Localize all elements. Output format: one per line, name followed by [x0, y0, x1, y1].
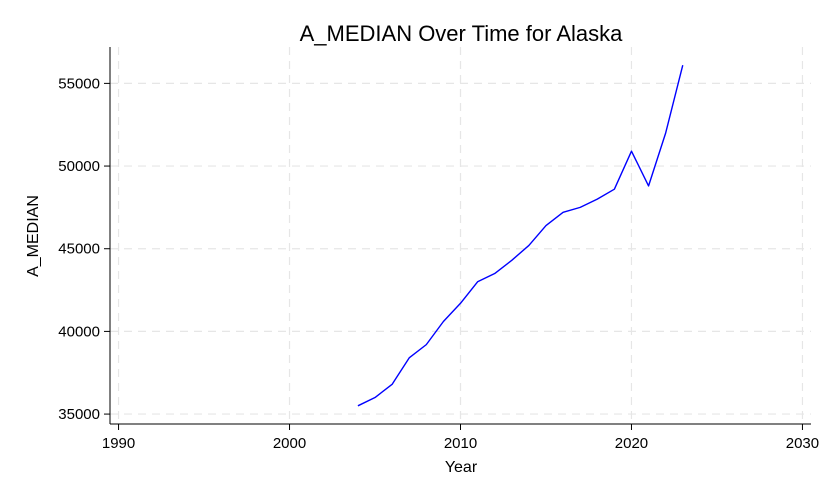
- x-tick-label: 2010: [444, 435, 477, 452]
- x-tick-label: 1990: [102, 435, 135, 452]
- series-line: [357, 65, 684, 407]
- x-tick-label: 2020: [615, 435, 648, 452]
- grid-lines: [110, 47, 811, 424]
- y-tick-label: 50000: [58, 158, 100, 175]
- y-tick-label: 35000: [58, 406, 100, 423]
- y-tick-label: 40000: [58, 323, 100, 340]
- x-tick-label: 2030: [786, 435, 819, 452]
- y-tick-label: 55000: [58, 75, 100, 92]
- y-axis-label: A_MEDIAN: [25, 195, 42, 277]
- tick-labels: 35000 40000 45000 50000 55000 1990 2000 2010 202…: [58, 75, 819, 452]
- x-tick-label: 2000: [273, 435, 306, 452]
- chart-title: A_MEDIAN Over Time for Alaska: [300, 21, 624, 46]
- axes: [104, 47, 811, 430]
- x-axis-label: Year: [445, 459, 478, 476]
- y-tick-label: 45000: [58, 241, 100, 258]
- series-layer: [357, 65, 684, 407]
